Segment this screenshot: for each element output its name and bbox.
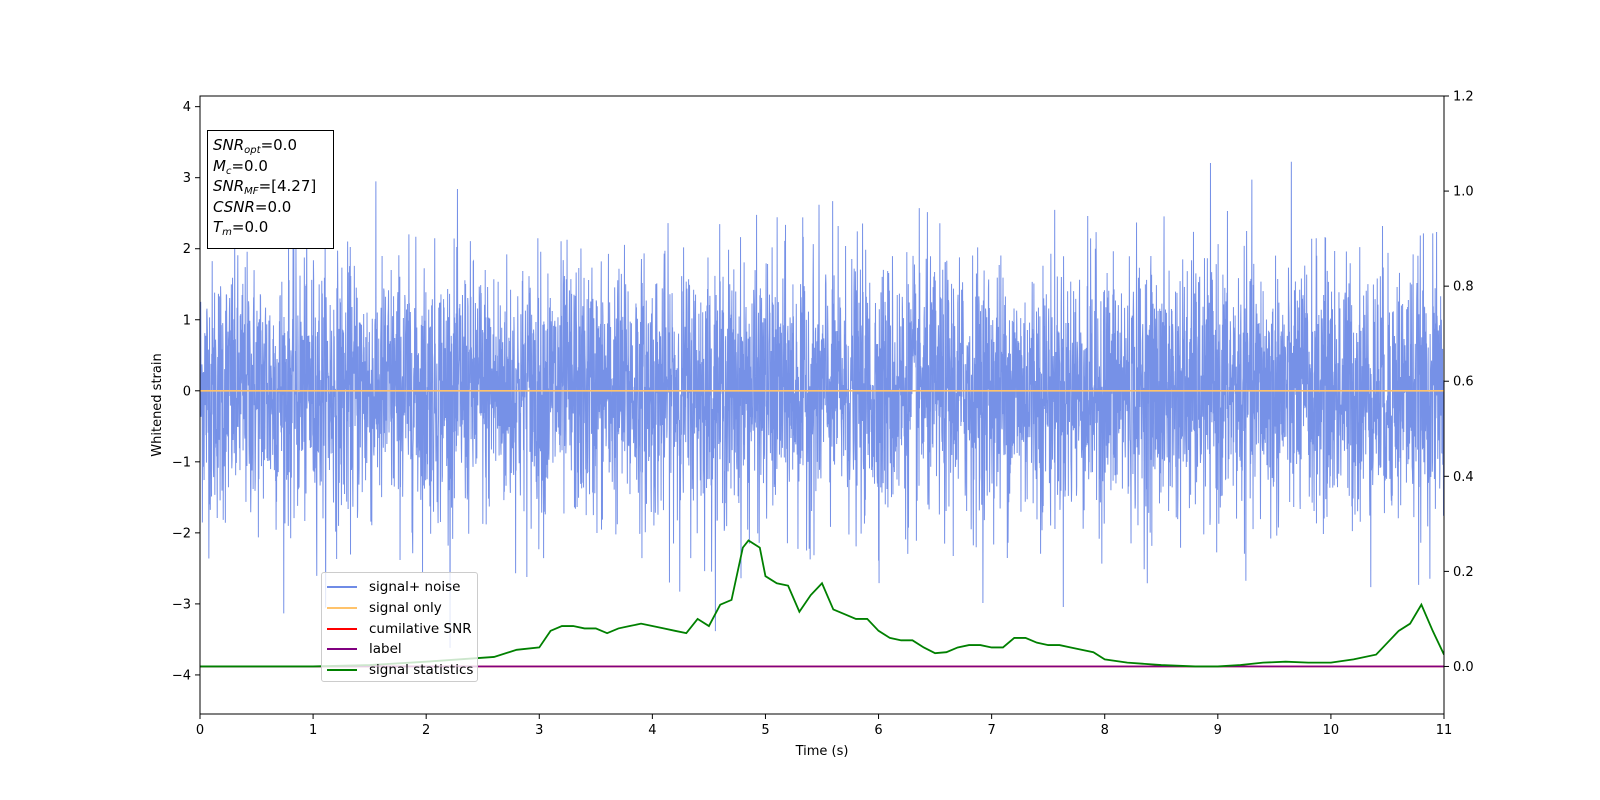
series-signal-statistics-line	[200, 539, 1444, 668]
legend-item-signal-statistics: signal statistics	[327, 660, 477, 681]
legend-label: signal only	[369, 600, 442, 617]
snr-mf-line: SNRMF=[4.27]	[213, 177, 317, 197]
legend-swatch	[327, 648, 357, 651]
x-tick-label: 4	[648, 723, 656, 738]
legend-label: signal+ noise	[369, 579, 461, 596]
y-left-tick-label: 0	[183, 384, 191, 399]
legend-item-label: label	[327, 639, 477, 660]
x-tick-label: 11	[1436, 723, 1453, 738]
x-tick-label: 1	[309, 723, 317, 738]
tm-line: Tm=0.0	[213, 218, 269, 238]
y-left-tick-label: 2	[183, 242, 191, 257]
legend-label: signal statistics	[369, 662, 474, 679]
y-left-tick-label: −3	[172, 597, 191, 612]
series-signal-noise-line	[200, 161, 1444, 648]
x-tick-label: 2	[422, 723, 430, 738]
x-tick-label: 5	[761, 723, 769, 738]
x-tick-label: 6	[874, 723, 882, 738]
legend-swatch	[327, 586, 357, 589]
y-right-tick-label: 0.4	[1453, 470, 1474, 485]
csnr-line: CSNR=0.0	[213, 197, 292, 216]
y-right-tick-label: 0.8	[1453, 280, 1474, 295]
x-axis-label: Time (s)	[795, 744, 849, 759]
x-tick-label: 3	[535, 723, 543, 738]
x-tick-label: 9	[1214, 723, 1222, 738]
y-left-tick-label: 3	[183, 171, 191, 186]
legend-label: label	[369, 641, 402, 658]
y-left-tick-label: 1	[183, 313, 191, 328]
legend-item-signal-only: signal only	[327, 598, 477, 619]
axes: 0 1 2 3 4 5 6 7 8 9 10 11 −4 −3 −2 −1 0 1 2 3 4 0.0 0.2 0.4 0.6 0…	[150, 90, 1474, 760]
y-right-tick-label: 0.2	[1453, 565, 1474, 580]
legend-item-signal-noise: signal+ noise	[327, 577, 477, 598]
mc-line: Mc=0.0	[213, 156, 268, 177]
snr-opt-line: SNRopt=0.0	[213, 136, 297, 156]
y-right-tick-label: 1.2	[1453, 90, 1474, 105]
x-tick-label: 7	[987, 723, 995, 738]
x-tick-label: 8	[1101, 723, 1109, 738]
x-tick-label: 0	[196, 723, 204, 738]
y-axis-label: Whitened strain	[150, 353, 165, 456]
y-left-tick-label: −4	[172, 668, 191, 683]
snr-info-box: SNRopt=0.0 Mc=0.0 SNRMF=[4.27] CSNR=0.0 …	[207, 130, 334, 249]
y-left-tick-label: −1	[172, 455, 191, 470]
legend-swatch	[327, 669, 357, 672]
x-tick-label: 10	[1323, 723, 1340, 738]
y-right-tick-label: 0.6	[1453, 375, 1474, 390]
legend-item-cumulative-snr: cumilative SNR	[327, 618, 477, 639]
y-right-tick-label: 1.0	[1453, 185, 1474, 200]
legend-swatch	[327, 627, 357, 630]
y-left-tick-label: 4	[183, 100, 191, 115]
y-left-tick-label: −2	[172, 526, 191, 541]
plot-frame	[199, 95, 1445, 715]
legend-label: cumilative SNR	[369, 620, 472, 637]
legend: signal+ noise signal only cumilative SNR…	[321, 572, 478, 682]
legend-swatch	[327, 607, 357, 610]
y-right-tick-label: 0.0	[1453, 660, 1474, 675]
